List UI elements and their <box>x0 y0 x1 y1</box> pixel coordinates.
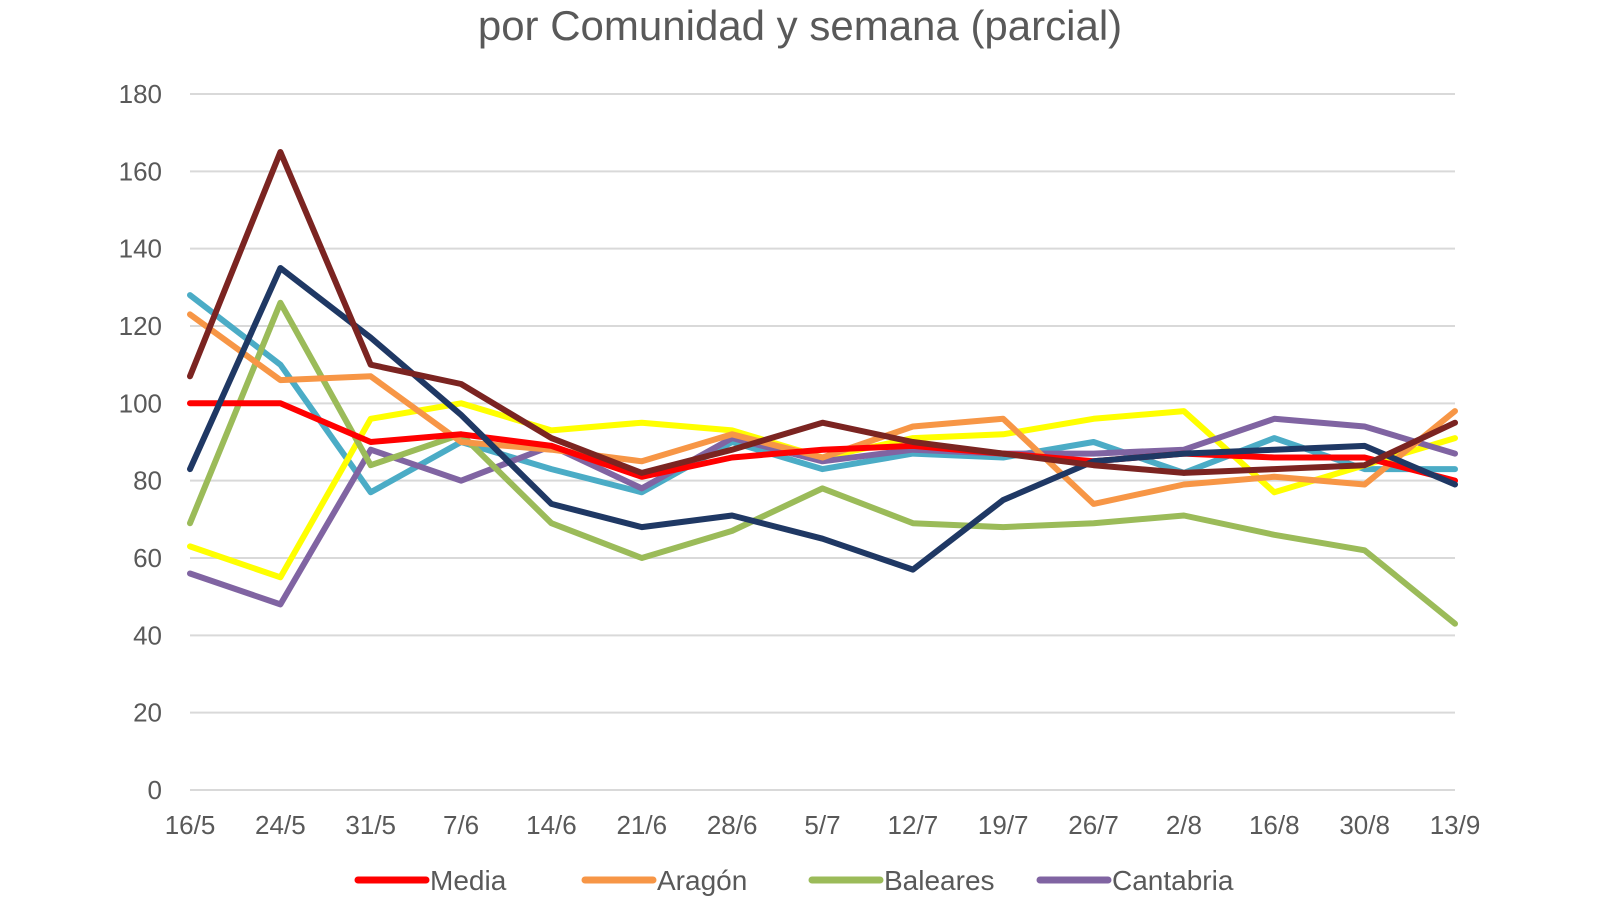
y-tick-label: 160 <box>119 156 162 186</box>
series-lines <box>187 149 1458 627</box>
x-tick-label: 14/6 <box>526 810 577 840</box>
legend: Media Aragón Baleares Cantabria <box>354 865 1234 896</box>
x-tick-label: 2/8 <box>1166 810 1202 840</box>
series-line-2 <box>187 415 1458 608</box>
x-tick-label: 12/7 <box>888 810 939 840</box>
legend-label: Aragón <box>657 865 747 896</box>
x-tick-label: 31/5 <box>345 810 396 840</box>
x-tick-label: 26/7 <box>1068 810 1119 840</box>
x-tick-label: 24/5 <box>255 810 306 840</box>
x-tick-label: 7/6 <box>443 810 479 840</box>
x-tick-label: 5/7 <box>804 810 840 840</box>
series-line-4 <box>187 311 1458 507</box>
x-tick-label: 16/8 <box>1249 810 1300 840</box>
series-line-3 <box>187 299 1458 627</box>
series-line-6 <box>187 265 1458 573</box>
y-tick-label: 180 <box>119 79 162 109</box>
y-tick-label: 60 <box>133 543 162 573</box>
y-tick-label: 140 <box>119 234 162 264</box>
x-tick-label: 13/9 <box>1430 810 1481 840</box>
x-tick-label: 19/7 <box>978 810 1029 840</box>
chart-title: por Comunidad y semana (parcial) <box>477 2 1123 49</box>
x-tick-label: 28/6 <box>707 810 758 840</box>
legend-label: Cantabria <box>1112 865 1234 896</box>
y-tick-label: 0 <box>148 775 162 805</box>
y-axis-ticks: 0 20 40 60 80 100 120 140 160 180 <box>119 79 162 805</box>
x-axis-ticks: 16/5 24/5 31/5 7/6 14/6 21/6 28/6 5/7 12/7 19/7 26… <box>165 810 1481 840</box>
y-tick-label: 80 <box>133 466 162 496</box>
y-tick-label: 20 <box>133 698 162 728</box>
x-tick-label: 30/8 <box>1339 810 1390 840</box>
y-tick-label: 100 <box>119 388 162 418</box>
legend-label: Baleares <box>884 865 995 896</box>
x-tick-label: 21/6 <box>616 810 667 840</box>
x-tick-label: 16/5 <box>165 810 216 840</box>
y-tick-label: 40 <box>133 620 162 650</box>
y-tick-label: 120 <box>119 311 162 341</box>
series-line-7 <box>187 149 1458 476</box>
series-line-5 <box>187 400 1458 484</box>
legend-label: Media <box>430 865 507 896</box>
gridlines <box>190 93 1455 791</box>
